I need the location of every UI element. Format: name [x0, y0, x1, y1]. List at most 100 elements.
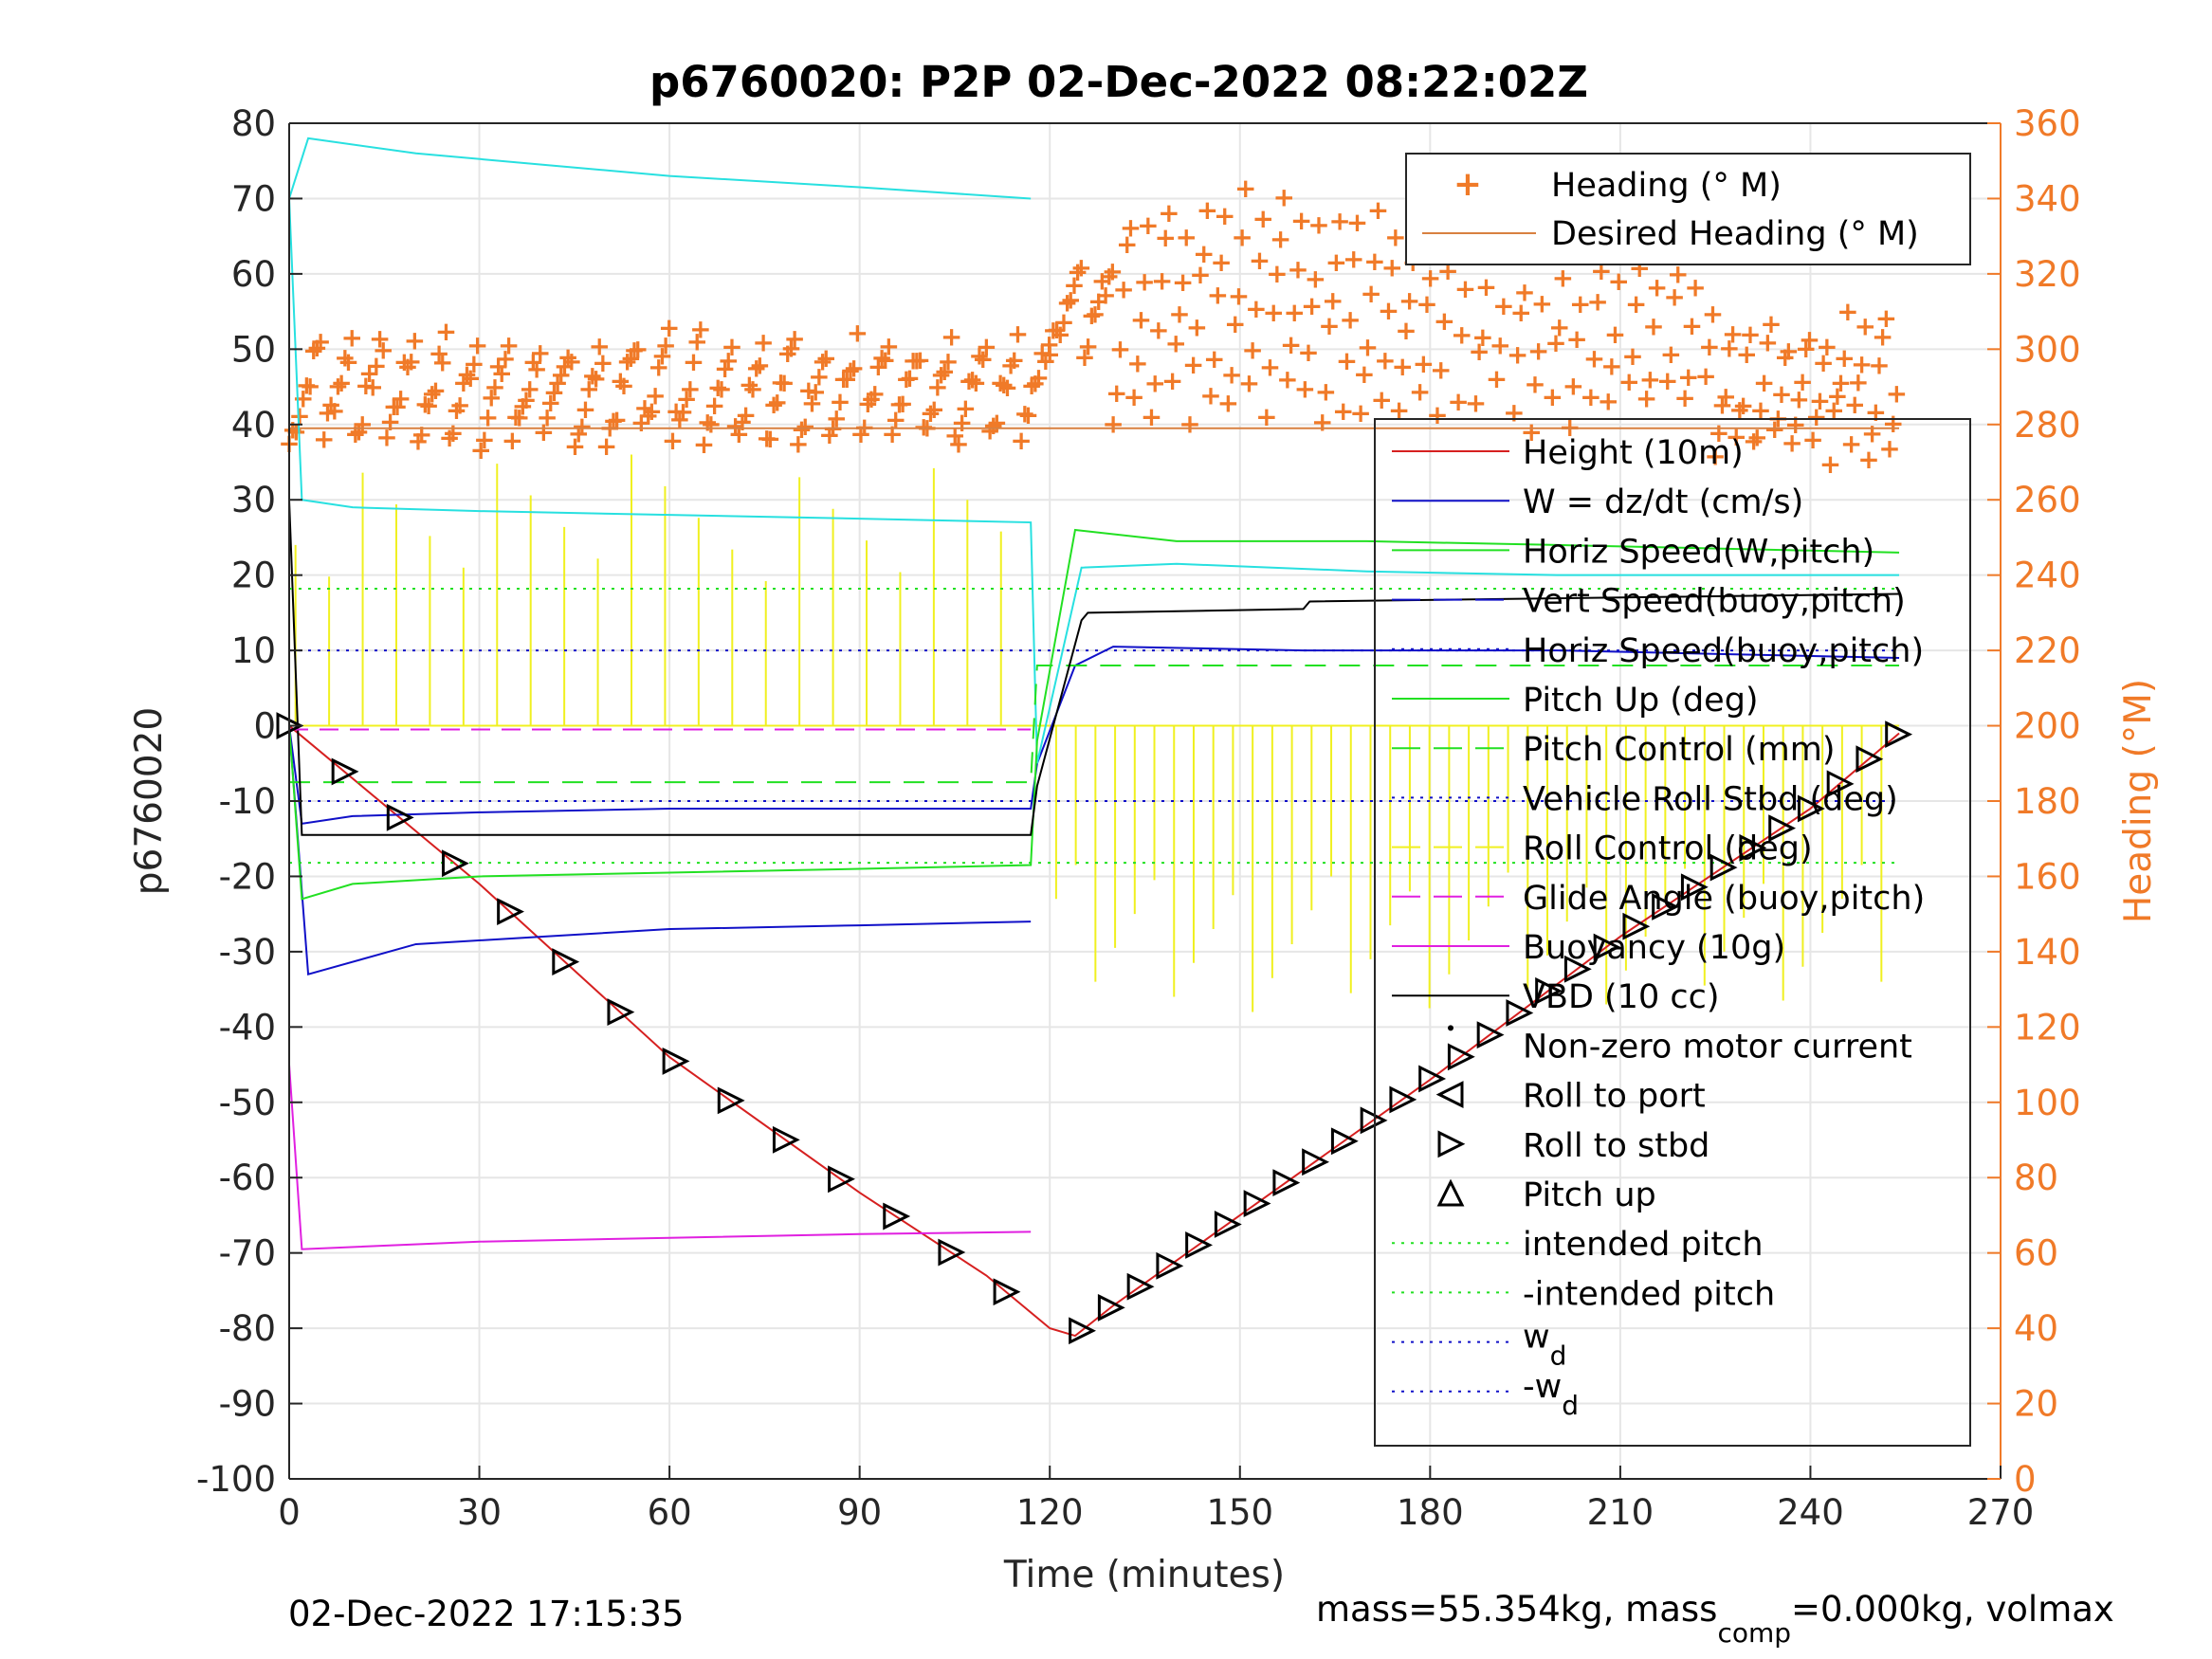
- heading-point: +: [564, 430, 586, 462]
- heading-point: +: [1434, 305, 1455, 337]
- legend-label: Buoyancy (10g): [1523, 929, 1785, 967]
- heading-point: +: [595, 430, 617, 462]
- heading-point: +: [1855, 310, 1876, 341]
- heading-point: +: [895, 363, 917, 394]
- roll-stbd-marker: [497, 898, 524, 926]
- heading-point: +: [1224, 308, 1246, 339]
- heading-point: +: [1102, 408, 1124, 439]
- heading-point: +: [1388, 394, 1410, 426]
- series-w-dz-dt-cm-s-: [288, 646, 1900, 825]
- heading-point: +: [338, 346, 359, 377]
- heading-point: +: [1336, 345, 1358, 376]
- heading-point: +: [1822, 394, 1844, 426]
- heading-point: +: [1844, 389, 1866, 420]
- legend-marker: [1448, 1025, 1453, 1031]
- heading-point: +: [965, 367, 987, 398]
- footer-mass-text: mass=55.354kg, mass: [1316, 1589, 1717, 1630]
- heading-point: +: [1007, 319, 1029, 350]
- heading-point: +: [1290, 205, 1312, 236]
- heading-point: +: [759, 423, 781, 454]
- heading-point: +: [1503, 396, 1525, 428]
- heading-point: +: [1305, 263, 1326, 294]
- x-tick-label: 150: [1206, 1492, 1273, 1533]
- heading-point: +: [899, 362, 921, 393]
- heading-point: +: [808, 361, 830, 392]
- heading-point: +: [1017, 399, 1039, 430]
- heading-point: +: [428, 337, 449, 369]
- heading-point: +: [1339, 303, 1361, 335]
- y-tick-label: -70: [219, 1233, 276, 1274]
- heading-point: +: [1220, 358, 1242, 390]
- heading-point: +: [1708, 417, 1729, 448]
- heading-point: +: [358, 357, 380, 389]
- heading-point: +: [1050, 319, 1071, 350]
- heading-point: +: [1739, 319, 1761, 350]
- heading-point: +: [1193, 238, 1215, 269]
- heading-point: +: [396, 351, 418, 382]
- heading-point: +: [1840, 428, 1862, 459]
- roll-stbd-marker: [1709, 853, 1738, 882]
- heading-point: +: [1199, 380, 1221, 411]
- heading-point: +: [1542, 381, 1563, 412]
- heading-point: +: [575, 393, 596, 425]
- heading-point: +: [1325, 246, 1347, 278]
- heading-point: +: [306, 332, 328, 363]
- roll-stbd-marker: [1476, 1021, 1505, 1049]
- heading-point: +: [1736, 338, 1758, 370]
- y-right-tick-label: 360: [2014, 103, 2081, 144]
- roll-stbd-marker: [1506, 999, 1534, 1027]
- heading-point: +: [1847, 366, 1869, 397]
- heading-point: +: [958, 365, 979, 396]
- roll-stbd-marker: [772, 1125, 800, 1154]
- heading-point: +: [585, 362, 607, 393]
- heading-point: +: [1868, 350, 1890, 381]
- y-tick-label: 0: [253, 706, 276, 747]
- heading-point: +: [1116, 228, 1138, 260]
- heading-point: +: [728, 418, 750, 449]
- heading-point: +: [1228, 281, 1250, 312]
- heading-point: +: [1465, 388, 1487, 419]
- heading-point: +: [1378, 295, 1399, 326]
- roll-stbd-marker: [1797, 794, 1825, 823]
- heading-point: +: [1472, 321, 1493, 353]
- heading-point: +: [1667, 259, 1689, 290]
- heading-point: +: [1249, 245, 1271, 276]
- heading-point: +: [1203, 343, 1225, 374]
- heading-point: +: [1718, 333, 1740, 364]
- heading-point: +: [1801, 424, 1823, 455]
- y-right-tick-label: 60: [2014, 1233, 2058, 1274]
- heading-point: +: [334, 342, 356, 374]
- heading-point: +: [369, 323, 391, 355]
- heading-point: +: [1091, 265, 1113, 297]
- heading-point: +: [941, 320, 962, 352]
- heading-point: +: [1743, 425, 1764, 456]
- heading-point: +: [1816, 331, 1837, 362]
- heading-point: +: [870, 342, 892, 374]
- heading-point: +: [546, 367, 568, 398]
- heading-point: +: [1677, 361, 1699, 392]
- heading-point: +: [843, 353, 865, 384]
- heading-point: +: [1760, 308, 1782, 339]
- heading-point: +: [631, 407, 652, 438]
- heading-point: +: [1586, 286, 1608, 318]
- heading-point: +: [826, 403, 848, 434]
- roll-stbd-marker: [1243, 1190, 1271, 1217]
- y-right-tick-label: 160: [2014, 856, 2081, 897]
- heading-point: +: [1604, 319, 1626, 350]
- roll-stbd-marker: [1622, 912, 1651, 940]
- heading-point: +: [1287, 253, 1308, 284]
- heading-point: +: [373, 335, 394, 366]
- heading-point: +: [1172, 266, 1194, 298]
- heading-point: +: [1343, 244, 1364, 275]
- roll-stbd-marker: [1389, 1085, 1417, 1114]
- heading-point: +: [1154, 222, 1176, 253]
- heading-point: +: [770, 366, 792, 397]
- heading-point: +: [801, 387, 823, 418]
- heading-point: +: [330, 367, 352, 398]
- roll-stbd-marker: [1768, 814, 1797, 843]
- heading-point: +: [1702, 299, 1724, 330]
- legend-label-main: w: [1523, 1319, 1550, 1357]
- heading-point: +: [1384, 221, 1406, 252]
- roll-stbd-marker: [1097, 1293, 1125, 1322]
